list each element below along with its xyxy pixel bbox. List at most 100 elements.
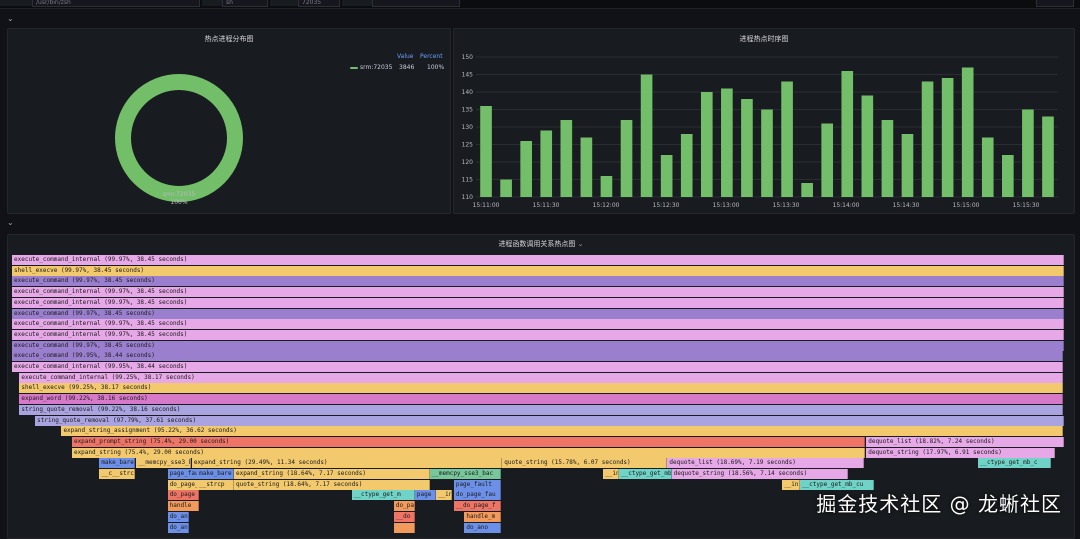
flame-frame[interactable]: __in [782,479,800,490]
bar-17 [821,123,834,197]
flame-frame[interactable]: execute_command_internal (99.97%, 38.45 … [12,329,1064,340]
bar-1 [500,179,512,197]
flame-frame[interactable]: dequote_list (18.82%, 7.24 seconds) [866,436,1065,447]
bar-21 [901,134,914,197]
flame-frame[interactable]: do_an [167,522,189,533]
flame-frame[interactable]: __c__strc [99,469,136,479]
legend-header-value[interactable]: Value [397,53,414,60]
flame-frame[interactable]: quote_string (18.64%, 7.17 seconds) [233,479,430,490]
flame-frame[interactable]: shell_execve (99.97%, 38.45 seconds) [12,265,1064,276]
x-tick-label: 15:14:30 [893,202,920,209]
chevron-down-icon[interactable]: ⌄ [577,240,584,248]
flame-frame[interactable]: make_bare [197,469,234,479]
x-tick-label: 15:11:30 [533,202,560,209]
row-collapse-icon[interactable]: ⌄ [7,14,14,23]
flame-frame[interactable]: handle [167,501,200,512]
variable-input-comm[interactable]: sh [222,0,268,7]
flame-frame[interactable]: __do_page_f [453,501,502,512]
flame-frame[interactable]: __in [435,490,452,501]
flame-frame[interactable]: __ctype_get_mb_cu [799,479,874,490]
flame-frame[interactable]: execute_command (99.97%, 38.45 seconds) [12,308,1064,319]
y-tick-label: 125 [462,142,474,149]
flame-frame[interactable]: do_page_ [167,479,200,490]
flame-frame[interactable]: do_an [167,511,189,522]
flame-frame[interactable] [393,522,415,533]
bar-8 [640,74,653,197]
bar-12 [721,88,733,197]
variable-label-2 [202,0,226,6]
legend-swatch [350,67,358,69]
legend-name[interactable]: srm:72035 [360,64,393,71]
flame-frame[interactable]: make_bare_ [99,458,136,469]
flame-frame[interactable]: __ctype_get_m [351,490,415,501]
bar-16 [801,183,813,197]
bar-panel-title: 进程热点时序图 [739,35,789,43]
flame-frame[interactable]: page_fau [167,469,200,479]
flame-frame[interactable]: string_quote_removal (99.22%, 38.16 seco… [19,404,1064,415]
y-tick-label: 110 [462,194,474,201]
flame-frame[interactable]: execute_command_internal (99.97%, 38.45 … [12,319,1064,330]
y-tick-label: 140 [462,89,474,96]
row-collapse-icon-2[interactable]: ⌄ [7,218,14,227]
flame-frame[interactable]: expand_prompt_string (75.4%, 29.00 secon… [71,436,866,447]
bar-20 [881,120,894,197]
flame-frame[interactable]: dequote_list (18.69%, 7.19 seconds) [667,458,865,469]
flame-frame[interactable]: execute_command (99.95%, 38.44 seconds) [12,351,1064,362]
flame-frame[interactable]: execute_command_internal (99.95%, 38.44 … [12,362,1064,372]
flame-frame[interactable]: expand_string (75.4%, 29.00 seconds) [71,447,866,458]
pie-chart: srm:72035 100% [115,74,243,206]
bar-6 [600,176,613,197]
flame-frame[interactable]: do_page [167,490,200,501]
variable-input-pid[interactable]: 72035 [298,0,340,7]
legend-value: 3846 [399,64,415,71]
flame-frame[interactable]: handle_m [464,511,502,522]
flame-frame[interactable]: do_ano [464,522,502,533]
flame-frame[interactable]: do_page_fau [453,490,502,501]
variable-input-path[interactable]: /usr/bin/zsh [32,0,200,7]
flame-frame[interactable]: expand_word (99.22%, 38.16 seconds) [19,394,1064,405]
flame-frame[interactable]: execute_command_internal (99.25%, 38.17 … [19,372,1064,383]
flame-frame[interactable]: execute_command (99.97%, 38.45 seconds) [12,276,1064,287]
x-tick-label: 15:15:00 [953,202,980,209]
flame-frame[interactable]: expand_string (18.64%, 7.17 seconds) [233,469,430,479]
pie-slice-label: srm:72035 [163,191,196,198]
flame-frame[interactable]: shell_execve (99.25%, 38.17 seconds) [19,383,1064,394]
legend-header-percent[interactable]: Percent [420,53,443,60]
flame-frame[interactable]: expand_string_assignment (95.22%, 36.62 … [61,426,1064,437]
bar-25 [981,137,994,197]
flame-graph: execute_command_internal (99.97%, 38.45 … [12,255,1065,538]
flame-frame[interactable]: dequote_string (18.56%, 7.14 seconds) [671,469,849,479]
flame-frame[interactable]: expand_string (29.49%, 11.34 seconds) [191,458,503,469]
flame-frame[interactable]: page [414,490,436,501]
y-tick-label: 145 [462,72,474,79]
bar-27 [1022,109,1034,197]
x-tick-label: 15:13:00 [713,202,740,209]
time-range-picker[interactable] [1036,0,1074,7]
flame-frame[interactable]: do_pa [393,501,415,512]
bar-18 [841,71,854,197]
flame-frame[interactable]: execute_command_internal (99.97%, 38.45 … [12,297,1064,308]
bar-26 [1002,155,1014,197]
flame-frame[interactable]: __strcp [197,479,234,490]
flame-frame[interactable]: string_quote_removal (97.79%, 37.61 seco… [35,415,1064,426]
legend-percent: 100% [427,64,445,71]
flame-frame[interactable]: page_fault [453,479,502,490]
flame-frame[interactable]: __memcpy_sse3_b [136,458,191,469]
watermark-text: 掘金技术社区 @ 龙蜥社区 [816,492,1062,516]
flame-frame[interactable]: execute_command_internal (99.97%, 38.45 … [12,287,1064,298]
flame-frame[interactable]: execute_command_internal (99.97%, 38.45 … [12,255,1064,265]
flame-frame[interactable]: execute_command (99.97%, 38.45 seconds) [12,340,1064,351]
flame-frame[interactable]: __do [393,511,415,522]
x-tick-label: 15:14:00 [833,202,860,209]
bar-28 [1042,116,1054,197]
variable-input-extra[interactable] [372,0,460,7]
flame-frame[interactable]: __in [603,469,619,479]
flame-frame[interactable]: quote_string (15.78%, 6.07 seconds) [502,458,668,469]
flame-frame[interactable]: __ctype_get_mb [619,469,672,479]
flame-frame[interactable]: dequote_string (17.97%, 6.91 seconds) [866,447,1056,458]
bar-3 [540,130,553,197]
x-tick-label: 15:11:00 [473,202,500,209]
flame-title-text: 进程函数调用关系热点图 [498,240,576,248]
flame-frame[interactable]: __memcpy_sse3_bac [429,469,502,479]
flame-frame[interactable]: __ctype_get_mb_c [977,458,1052,469]
